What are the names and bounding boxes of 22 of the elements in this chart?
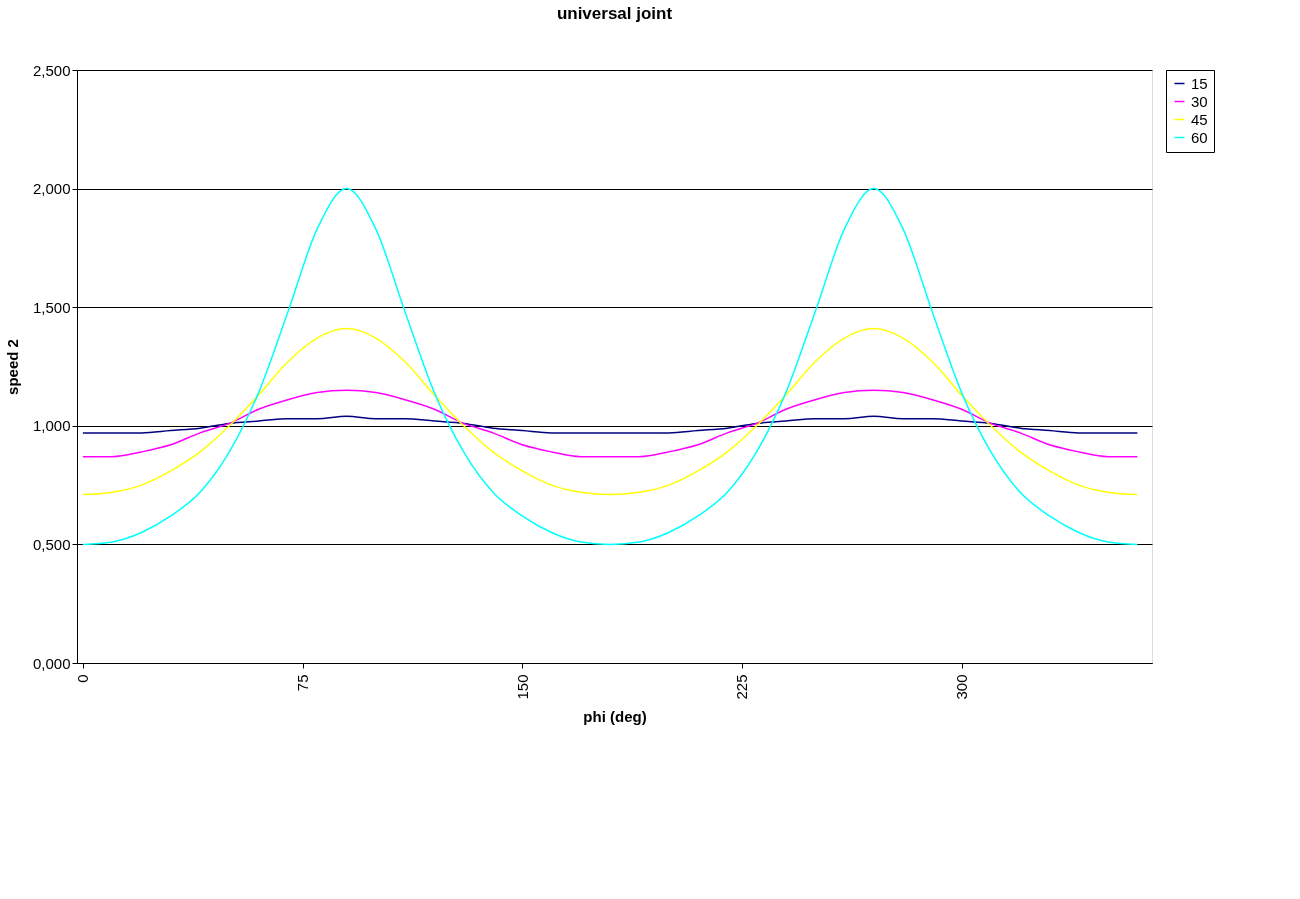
y-tick-label: 2,000 (32, 180, 71, 198)
legend-label: 60 (1191, 128, 1208, 146)
x-tick-label: 225 (733, 674, 751, 700)
y-tick-label: 0,000 (32, 654, 71, 672)
legend-label: 15 (1191, 74, 1208, 92)
legend-label: 45 (1191, 110, 1208, 128)
x-tick-label: 300 (953, 674, 971, 700)
y-tick-label: 1,000 (32, 417, 71, 435)
x-tick-label: 0 (74, 674, 92, 683)
y-tick-label: 0,500 (32, 535, 71, 553)
legend-label: 30 (1191, 92, 1208, 110)
y-axis-title: speed 2 (3, 339, 21, 395)
x-tick-label: 75 (294, 674, 312, 692)
x-axis-title: phi (deg) (583, 707, 647, 725)
y-tick-label: 2,500 (32, 61, 71, 79)
chart-title: universal joint (556, 4, 673, 23)
x-tick-label: 150 (513, 674, 531, 700)
y-tick-label: 1,500 (32, 298, 71, 316)
line-series (82, 415, 1139, 434)
line-series (82, 327, 1139, 496)
line-series (82, 389, 1139, 458)
line-series (82, 187, 1139, 546)
